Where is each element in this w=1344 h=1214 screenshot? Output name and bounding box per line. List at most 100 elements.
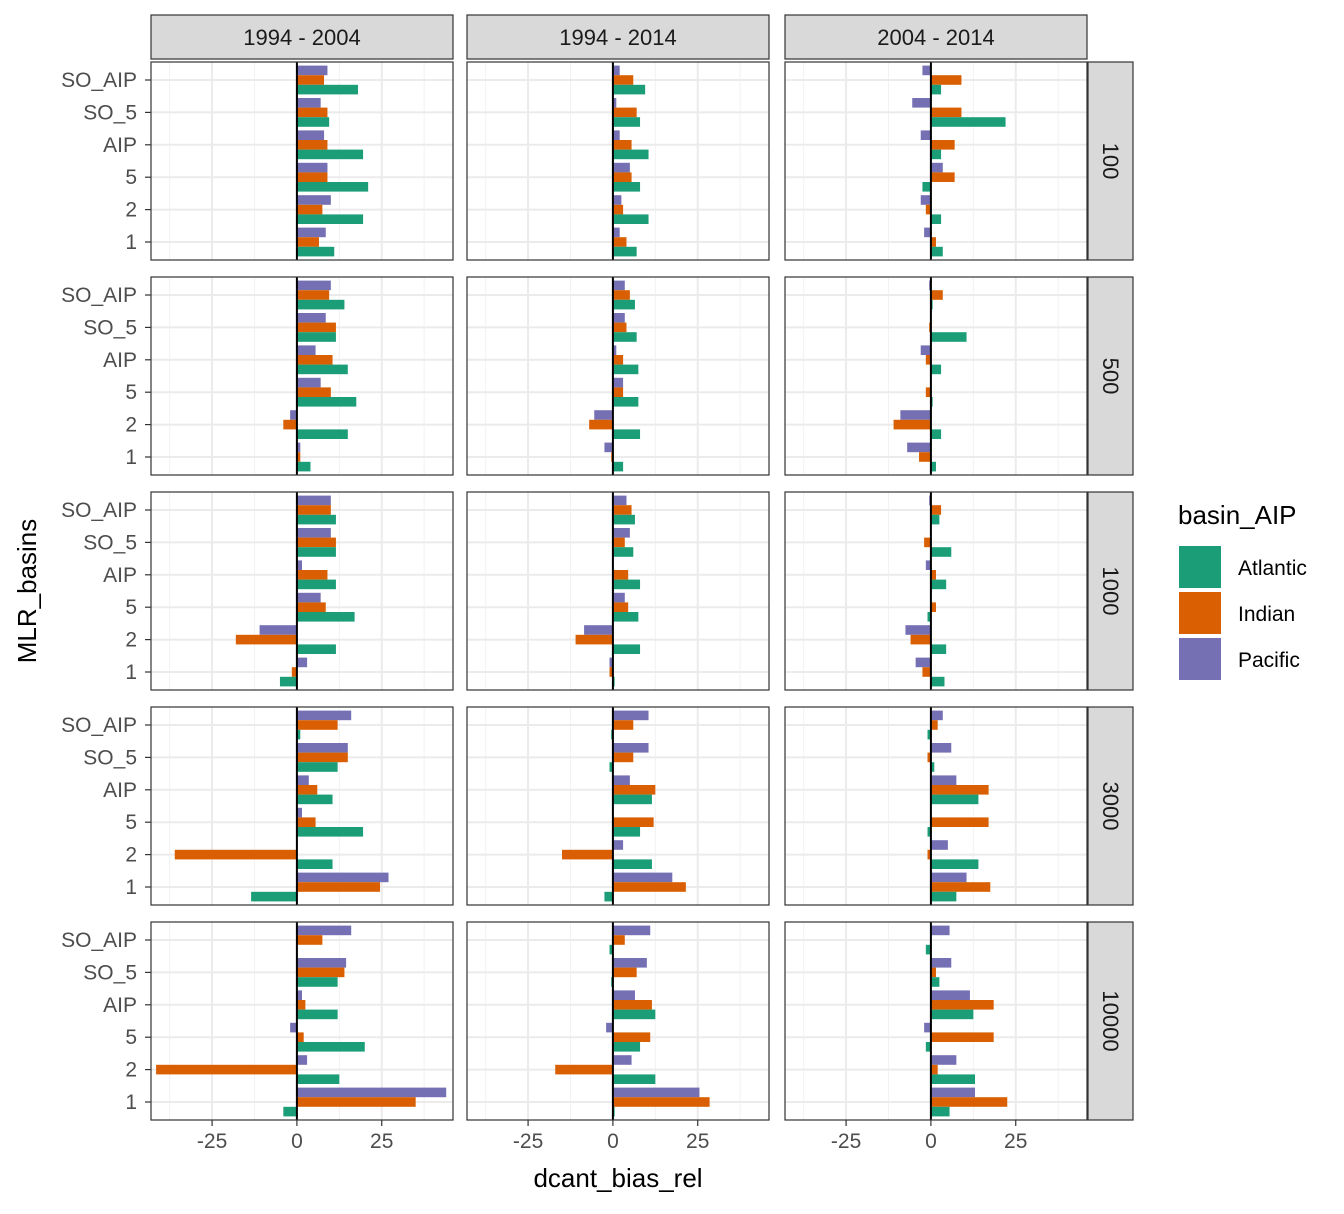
panel-border: [150, 276, 454, 476]
bar-pacific: [296, 775, 309, 785]
legend-label-pacific: Pacific: [1238, 649, 1300, 672]
bar-pacific: [612, 162, 630, 173]
bar-indian: [922, 667, 931, 677]
row-strip-label: 500: [1098, 358, 1123, 395]
bar-indian: [612, 752, 634, 763]
bar-indian: [925, 204, 931, 215]
bar-atlantic: [296, 397, 357, 407]
y-tick-label: AIP: [103, 134, 137, 157]
y-tick-label: AIP: [103, 349, 137, 372]
bar-atlantic: [612, 859, 652, 869]
column-strip: [150, 14, 454, 60]
bar-atlantic: [296, 579, 336, 590]
bar-pacific: [612, 925, 651, 936]
bar-atlantic: [296, 612, 355, 622]
bar-atlantic: [612, 1009, 656, 1020]
bar-pacific: [930, 775, 957, 785]
panel-background: [151, 492, 453, 690]
panel-border: [784, 276, 1088, 476]
bar-atlantic: [612, 117, 641, 127]
bar-indian: [930, 1097, 1008, 1107]
bar-indian: [612, 387, 624, 397]
bar-pacific: [296, 925, 352, 936]
bar-indian: [612, 570, 629, 580]
legend-key-indian: [1179, 592, 1221, 634]
bar-pacific: [930, 743, 952, 753]
bar-atlantic: [604, 891, 613, 902]
panel-border: [150, 921, 454, 1121]
bar-atlantic: [930, 364, 942, 375]
bar-pacific: [612, 98, 617, 108]
bar-pacific: [920, 195, 931, 205]
bar-indian: [612, 817, 654, 827]
bar-indian: [174, 849, 297, 860]
bar-indian: [296, 537, 336, 548]
bar-atlantic: [930, 1074, 976, 1084]
bar-indian: [612, 107, 637, 118]
x-tick-label: -25: [513, 1130, 543, 1153]
bar-indian: [919, 452, 931, 462]
y-tick-label: 1: [125, 661, 137, 684]
bar-indian: [612, 1000, 652, 1010]
bar-atlantic: [930, 644, 947, 654]
bar-pacific: [296, 528, 331, 538]
bar-indian: [930, 1032, 994, 1042]
bar-atlantic: [296, 364, 348, 375]
column-strip: [784, 14, 1088, 60]
y-tick-label: 2: [125, 844, 137, 867]
bar-pacific: [296, 162, 328, 173]
bar-atlantic: [612, 429, 641, 439]
bar-atlantic: [930, 891, 957, 902]
y-tick-label: SO_AIP: [61, 284, 137, 307]
bar-atlantic: [612, 1042, 641, 1052]
panel-border: [466, 276, 770, 476]
panel-background: [151, 922, 453, 1120]
bar-pacific: [296, 1055, 308, 1065]
bar-pacific: [296, 65, 328, 76]
bar-indian: [296, 322, 336, 333]
bar-atlantic: [930, 977, 940, 987]
bar-indian: [924, 537, 931, 548]
y-tick-label: 5: [125, 166, 137, 189]
y-tick-label: SO_5: [83, 316, 137, 339]
bar-atlantic: [296, 182, 369, 192]
bar-indian: [283, 419, 297, 430]
bar-atlantic: [930, 794, 979, 805]
bar-pacific: [296, 872, 389, 883]
bar-atlantic: [609, 762, 613, 772]
bar-pacific: [612, 377, 624, 388]
bar-indian: [296, 355, 333, 365]
y-tick-label: 5: [125, 811, 137, 834]
bar-pacific: [920, 130, 931, 140]
bar-atlantic: [612, 827, 641, 837]
bar-indian: [296, 172, 328, 182]
bar-indian: [612, 140, 632, 150]
bar-pacific: [612, 990, 635, 1000]
bar-atlantic: [296, 859, 333, 869]
bar-atlantic: [612, 579, 641, 590]
bar-indian: [930, 570, 936, 580]
bar-indian: [296, 237, 319, 247]
bar-atlantic: [296, 977, 338, 987]
panel-border: [150, 706, 454, 906]
bar-indian: [612, 355, 624, 365]
bar-indian: [296, 505, 331, 515]
panel-background: [467, 277, 769, 475]
bar-atlantic: [612, 461, 624, 472]
bar-pacific: [930, 872, 967, 883]
y-tick-label: 1: [125, 446, 137, 469]
panel-border: [466, 921, 770, 1121]
bar-pacific: [296, 990, 302, 1000]
bar-pacific: [296, 592, 321, 603]
bar-pacific: [612, 345, 617, 355]
bar-pacific: [612, 775, 630, 785]
bar-indian: [296, 785, 318, 795]
bar-indian: [296, 570, 328, 580]
bar-indian: [296, 290, 330, 300]
bar-atlantic: [296, 1009, 338, 1020]
bar-pacific: [922, 65, 931, 76]
bar-atlantic: [296, 214, 364, 224]
bar-pacific: [612, 195, 622, 205]
y-tick-label: 1: [125, 876, 137, 899]
bar-pacific: [612, 872, 673, 883]
